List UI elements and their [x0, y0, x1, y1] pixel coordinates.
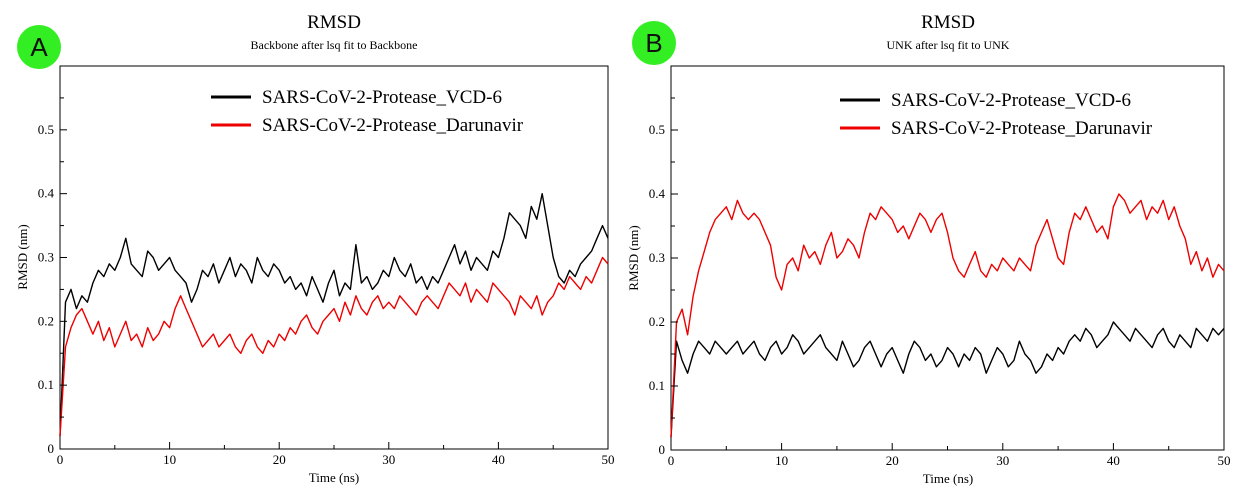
- panel-a-x-tick-label: 10: [163, 452, 176, 467]
- panel-b-series-darunavir: [670, 193, 1225, 438]
- panel-a-series-darunavir: [59, 256, 609, 437]
- panel-b-x-tick-label: 40: [1107, 453, 1120, 468]
- panel-b-x-tick-label: 0: [668, 453, 675, 468]
- panel-b-title: RMSD: [921, 12, 975, 33]
- panel-b-x-tick-label: 10: [775, 453, 788, 468]
- panel-a-badge: [17, 25, 61, 69]
- panel-b-badge: [632, 21, 676, 65]
- panel-a-series-layer: [59, 192, 609, 437]
- panel-b-y-tick-label: 0.2: [649, 314, 665, 329]
- panel-b-legend: SARS-CoV-2-Protease_VCD-6 SARS-CoV-2-Pro…: [840, 90, 1153, 139]
- panel-a-x-ticks: 0 10 20 30 40 50: [57, 442, 615, 467]
- panel-a-series-vcd6: [59, 192, 609, 437]
- panel-a-y-tick-label: 0.3: [38, 250, 54, 265]
- panel-a-y-tick-label: 0.5: [38, 122, 54, 137]
- panel-a-y-tick-label: 0: [48, 441, 55, 456]
- panel-b-x-axis-label: Time (ns): [923, 471, 973, 486]
- panel-a-legend: SARS-CoV-2-Protease_VCD-6 SARS-CoV-2-Pro…: [211, 87, 524, 136]
- panel-b-series-vcd6: [670, 321, 1225, 438]
- panel-a-y-ticks: 0 0.1 0.2 0.3 0.4 0.5: [38, 97, 67, 456]
- panel-a-subtitle: Backbone after lsq fit to Backbone: [251, 38, 418, 52]
- panel-b-series-layer: [670, 193, 1225, 438]
- panel-b-legend-label-vcd6: SARS-CoV-2-Protease_VCD-6: [891, 90, 1131, 111]
- panel-b: B RMSD UNK after lsq fit to UNK 0 10 20 30 4…: [626, 12, 1231, 486]
- panel-b-y-axis-label: RMSD (nm): [626, 225, 641, 290]
- panel-a-y-tick-label: 0.2: [38, 313, 54, 328]
- panel-b-badge-label: B: [645, 28, 662, 58]
- panel-b-x-tick-label: 30: [996, 453, 1009, 468]
- panel-a-y-tick-label: 0.1: [38, 377, 54, 392]
- panel-b-y-tick-label: 0.1: [649, 378, 665, 393]
- panel-a-legend-label-darunavir: SARS-CoV-2-Protease_Darunavir: [262, 115, 524, 136]
- panel-a-x-tick-label: 50: [602, 452, 615, 467]
- panel-b-legend-label-darunavir: SARS-CoV-2-Protease_Darunavir: [891, 118, 1153, 139]
- panel-a-y-tick-label: 0.4: [38, 186, 55, 201]
- panel-b-subtitle: UNK after lsq fit to UNK: [887, 38, 1010, 52]
- panel-b-y-tick-label: 0.5: [649, 122, 665, 137]
- panel-a-x-tick-label: 0: [57, 452, 64, 467]
- panel-b-x-ticks: 0 10 20 30 40 50: [668, 443, 1231, 468]
- panel-a-title: RMSD: [307, 12, 361, 33]
- panel-b-x-tick-label: 50: [1218, 453, 1231, 468]
- panel-b-x-tick-label: 20: [886, 453, 899, 468]
- panel-a-x-tick-label: 30: [382, 452, 395, 467]
- panel-a-x-axis-label: Time (ns): [309, 470, 359, 485]
- panel-b-y-tick-label: 0.3: [649, 250, 665, 265]
- panel-a: A RMSD Backbone after lsq fit to Backbon…: [15, 12, 615, 485]
- panel-a-x-tick-label: 40: [492, 452, 505, 467]
- panel-a-x-tick-label: 20: [273, 452, 286, 467]
- panel-a-y-axis-label: RMSD (nm): [15, 224, 30, 289]
- panel-b-y-tick-label: 0.4: [649, 186, 666, 201]
- panel-a-badge-label: A: [30, 32, 48, 62]
- panel-b-y-tick-label: 0: [659, 442, 666, 457]
- panel-b-y-ticks: 0 0.1 0.2 0.3 0.4 0.5: [649, 97, 678, 457]
- panel-a-legend-label-vcd6: SARS-CoV-2-Protease_VCD-6: [262, 87, 502, 108]
